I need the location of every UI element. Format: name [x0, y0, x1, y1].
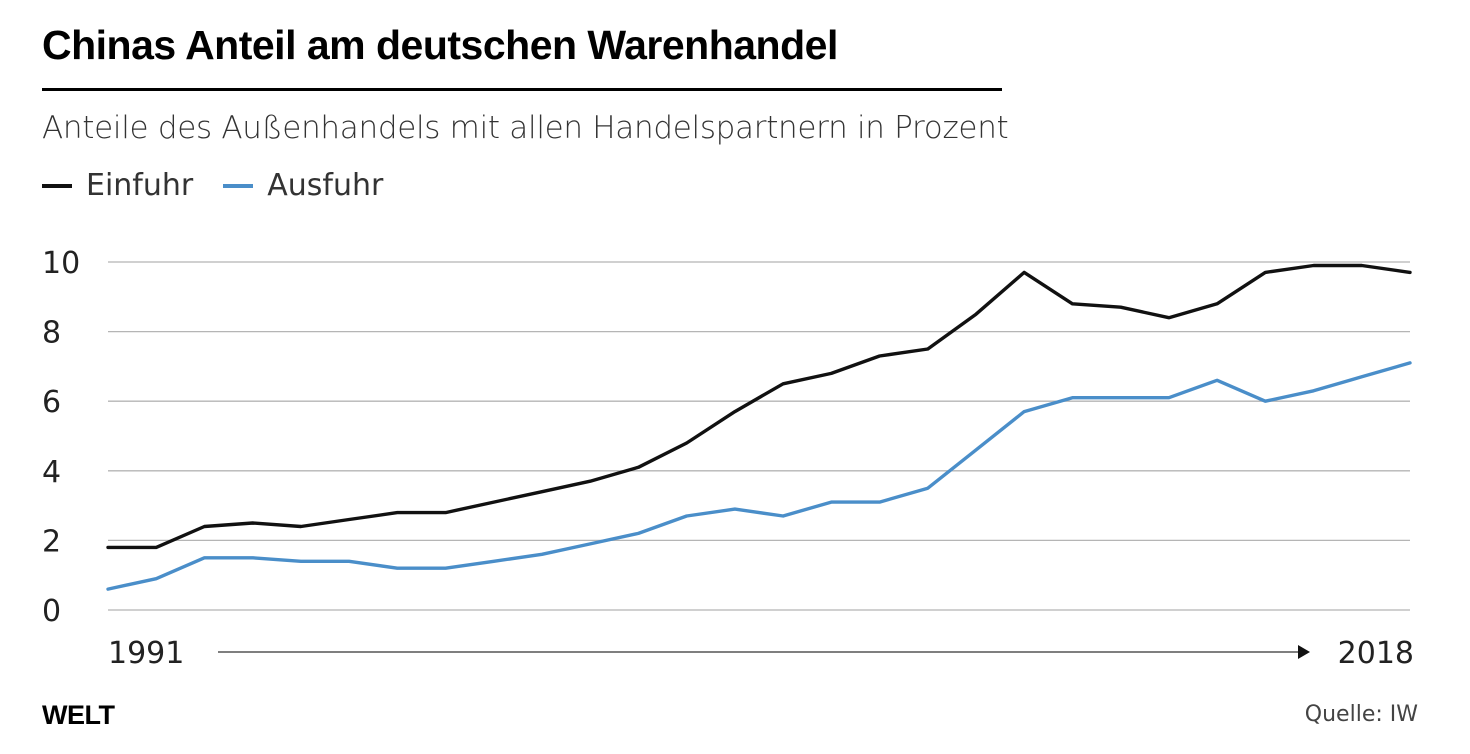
x-tick-label-start: 1991	[108, 636, 184, 671]
source-note: Quelle: IW	[1304, 702, 1418, 727]
y-tick-label-4: 4	[42, 455, 61, 490]
chart-subtitle: Anteile des Außenhandels mit allen Hande…	[42, 110, 1009, 146]
legend-swatch-ausfuhr	[223, 183, 254, 188]
x-tick-label-end: 2018	[1338, 636, 1414, 671]
legend: Einfuhr Ausfuhr	[42, 168, 413, 203]
y-tick-label-10: 10	[42, 246, 80, 281]
legend-label-ausfuhr: Ausfuhr	[267, 168, 384, 203]
legend-swatch-einfuhr	[42, 183, 72, 188]
series-line-einfuhr	[106, 263, 1412, 550]
series-line-ausfuhr	[106, 361, 1412, 591]
welt-logo: WELT	[42, 700, 115, 730]
title-underline	[42, 88, 1002, 91]
y-tick-label-0: 0	[42, 594, 61, 629]
time-arrow-head	[1298, 645, 1310, 659]
legend-item-einfuhr: Einfuhr	[42, 168, 193, 203]
y-tick-label-2: 2	[42, 524, 61, 559]
legend-item-ausfuhr: Ausfuhr	[223, 168, 383, 203]
chart-title: Chinas Anteil am deutschen Warenhandel	[42, 22, 838, 68]
y-tick-label-8: 8	[42, 316, 61, 351]
legend-label-einfuhr: Einfuhr	[86, 168, 194, 203]
y-tick-label-6: 6	[42, 385, 61, 420]
